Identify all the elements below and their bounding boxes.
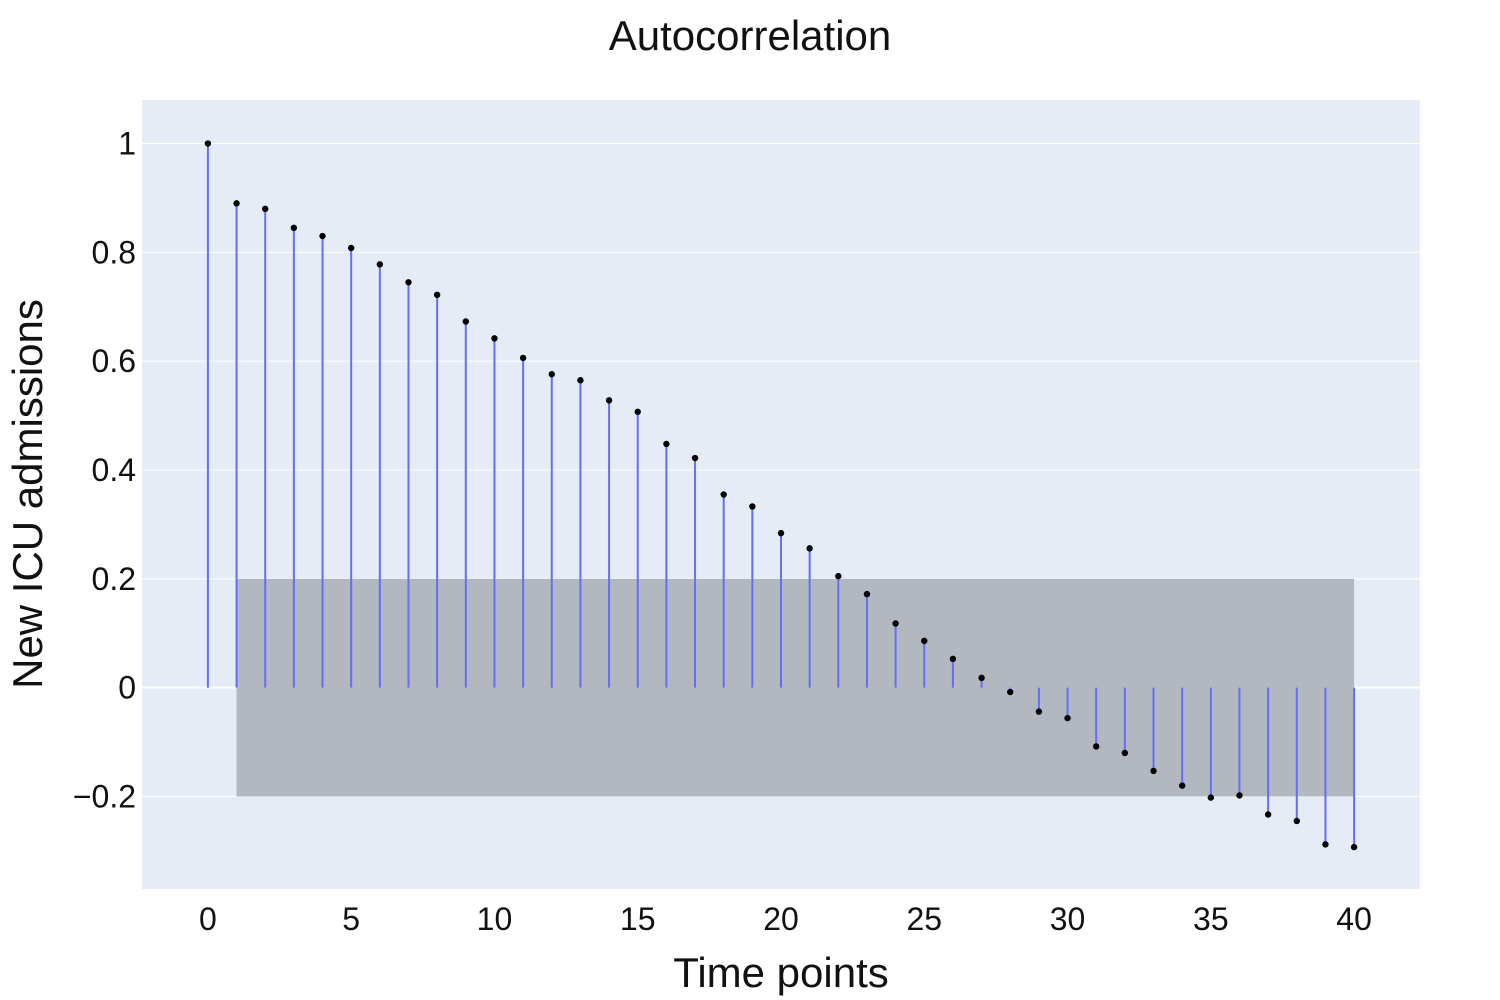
data-point [319,232,326,240]
data-point [835,572,842,580]
y-tick-label: 0.6 [92,343,136,379]
data-point [577,377,584,384]
y-axis-title: New ICU admissions [4,299,51,689]
data-point [1236,792,1243,799]
y-tick-label: 0.2 [92,561,136,597]
data-point [978,674,985,682]
x-tick-label: 15 [620,901,656,937]
data-point [347,244,355,252]
data-point [1121,749,1129,757]
y-tick-labels: −0.2 0 0.2 0.4 0.6 0.8 1 [73,126,136,815]
data-point [720,491,727,498]
y-tick-label: −0.2 [73,778,136,814]
x-tick-label: 5 [342,901,360,937]
y-tick-label: 0.4 [92,452,136,488]
data-point [1322,841,1329,848]
x-tick-label: 10 [477,901,513,937]
data-point [892,620,899,627]
x-tick-label: 30 [1050,901,1086,937]
data-point [949,655,957,663]
data-point [1207,794,1215,801]
x-tick-label: 20 [763,901,799,937]
data-point [376,261,384,268]
data-point [491,335,498,342]
x-tick-label: 25 [906,901,942,937]
x-tick-label: 40 [1336,901,1372,937]
data-point [290,224,298,232]
y-tick-label: 0.8 [92,234,136,270]
data-point [433,291,441,299]
data-point [921,637,928,645]
data-point [691,454,699,462]
chart-title: Autocorrelation [609,12,892,59]
data-point [863,590,871,598]
data-point [462,318,469,325]
x-axis-title: Time points [673,949,889,996]
data-point [1264,811,1272,818]
data-point [1293,817,1300,825]
data-point [777,529,785,537]
data-point [1093,743,1100,750]
confidence-band [236,578,1355,797]
data-point [605,397,613,404]
data-point [519,354,527,362]
data-point [262,205,269,213]
x-tick-labels: 0 5 10 15 20 25 30 35 40 [199,901,1372,937]
data-point [233,200,240,207]
stems [206,143,1356,848]
data-point [1150,767,1157,775]
data-point [1350,843,1358,851]
y-tick-label: 0 [118,670,136,706]
data-point [1007,688,1014,696]
y-tick-label: 1 [118,126,136,162]
data-point [806,545,813,552]
data-point [749,503,756,510]
data-point [548,371,555,378]
data-point [405,279,412,286]
x-tick-label: 35 [1193,901,1229,937]
data-point [1064,714,1071,722]
data-point [1178,782,1186,789]
x-tick-label: 0 [199,901,217,937]
data-point [1035,708,1043,715]
data-point [204,140,212,147]
markers [204,140,1358,851]
data-point [634,408,641,415]
data-point [663,440,670,448]
